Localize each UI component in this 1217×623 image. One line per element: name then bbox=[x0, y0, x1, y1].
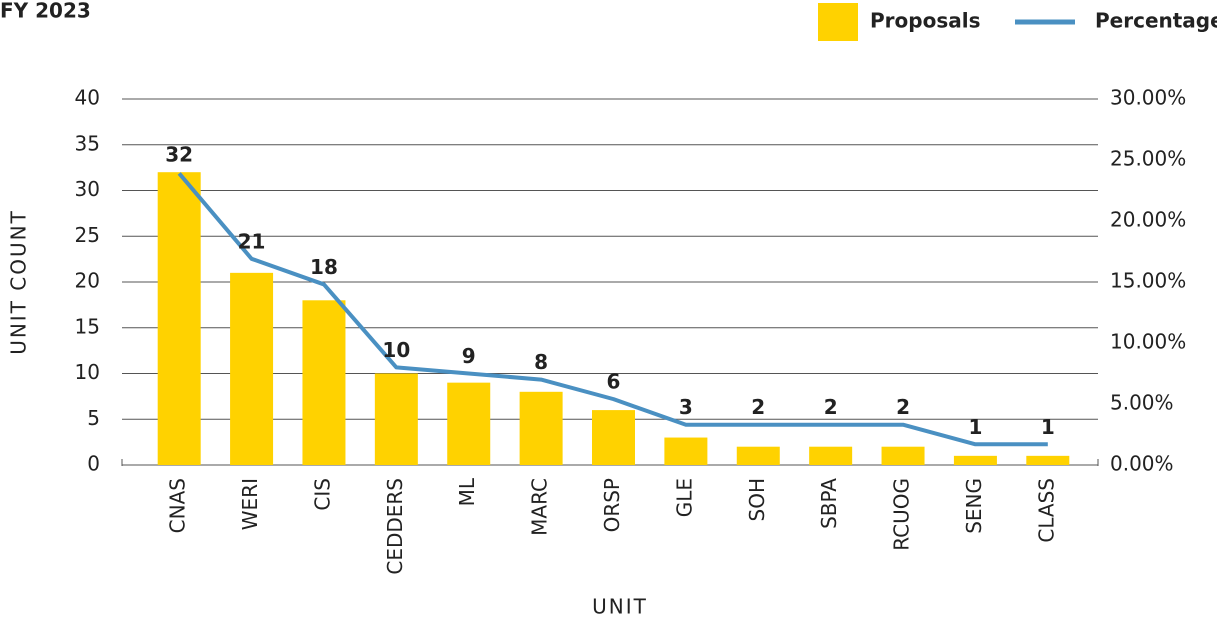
bar bbox=[809, 446, 853, 465]
x-tick-label: CEDDERS bbox=[383, 478, 407, 575]
legend-label: Proposals bbox=[870, 9, 980, 33]
bar bbox=[157, 172, 201, 465]
data-label: 1 bbox=[1041, 415, 1055, 439]
line bbox=[177, 172, 1048, 447]
bar bbox=[230, 272, 274, 465]
legend-swatch bbox=[818, 3, 858, 41]
y-tick-label: 0 bbox=[87, 452, 100, 476]
y-axis-label: UNIT COUNT bbox=[7, 209, 31, 355]
y2-tick-label: 0.00% bbox=[1110, 452, 1174, 476]
data-label: 8 bbox=[534, 350, 548, 374]
bar bbox=[953, 455, 997, 465]
x-tick-label: ORSP bbox=[600, 478, 624, 532]
x-tick-label: CNAS bbox=[166, 478, 190, 533]
data-label: 1 bbox=[968, 415, 982, 439]
x-tick-label: SBPA bbox=[817, 478, 841, 529]
x-tick-label: RCUOG bbox=[890, 478, 914, 551]
y-tick-label: 5 bbox=[87, 406, 100, 430]
y-tick-label: 25 bbox=[75, 223, 100, 247]
x-tick-label: ML bbox=[455, 477, 479, 506]
y2-tick-label: 10.00% bbox=[1110, 330, 1186, 354]
data-label: 18 bbox=[310, 255, 338, 279]
x-tick-label: GLE bbox=[672, 478, 696, 517]
bar bbox=[374, 373, 418, 465]
bar bbox=[881, 446, 925, 465]
data-label: 2 bbox=[896, 395, 910, 419]
legend-label: Percentage bbox=[1095, 9, 1217, 33]
bar bbox=[447, 382, 491, 465]
bar bbox=[592, 410, 635, 465]
y-tick-label: 10 bbox=[75, 360, 100, 384]
y-tick-label: 15 bbox=[75, 314, 100, 338]
x-tick-label: CIS bbox=[310, 478, 334, 511]
data-label: 10 bbox=[382, 338, 410, 362]
bar bbox=[664, 437, 708, 465]
y2-tick-label: 15.00% bbox=[1110, 269, 1186, 293]
y2-tick-label: 20.00% bbox=[1110, 208, 1186, 232]
chart-title: FY 2023 bbox=[0, 0, 91, 23]
y2-tick-label: 30.00% bbox=[1110, 86, 1186, 110]
y-tick-label: 40 bbox=[75, 86, 100, 110]
data-label: 32 bbox=[165, 143, 193, 167]
bar bbox=[519, 391, 563, 465]
data-label: 2 bbox=[751, 395, 765, 419]
x-tick-label: MARC bbox=[528, 478, 552, 536]
x-tick-label: WERI bbox=[238, 478, 262, 530]
y2-tick-label: 25.00% bbox=[1110, 147, 1186, 171]
bar bbox=[302, 300, 346, 465]
x-tick-label: SOH bbox=[745, 478, 769, 521]
bar bbox=[1026, 455, 1070, 465]
x-tick-label: CLASS bbox=[1034, 478, 1058, 543]
data-label: 6 bbox=[607, 370, 621, 394]
data-label: 21 bbox=[238, 229, 266, 253]
y-tick-label: 30 bbox=[75, 177, 100, 201]
y-tick-label: 20 bbox=[75, 269, 100, 293]
x-tick-label: SENG bbox=[962, 478, 986, 534]
y2-tick-label: 5.00% bbox=[1110, 391, 1174, 415]
bar bbox=[736, 446, 780, 465]
x-axis-label: UNIT bbox=[592, 595, 648, 619]
y-tick-label: 35 bbox=[75, 131, 100, 155]
data-label: 9 bbox=[462, 344, 476, 368]
data-label: 3 bbox=[679, 395, 693, 419]
data-label: 2 bbox=[824, 395, 838, 419]
